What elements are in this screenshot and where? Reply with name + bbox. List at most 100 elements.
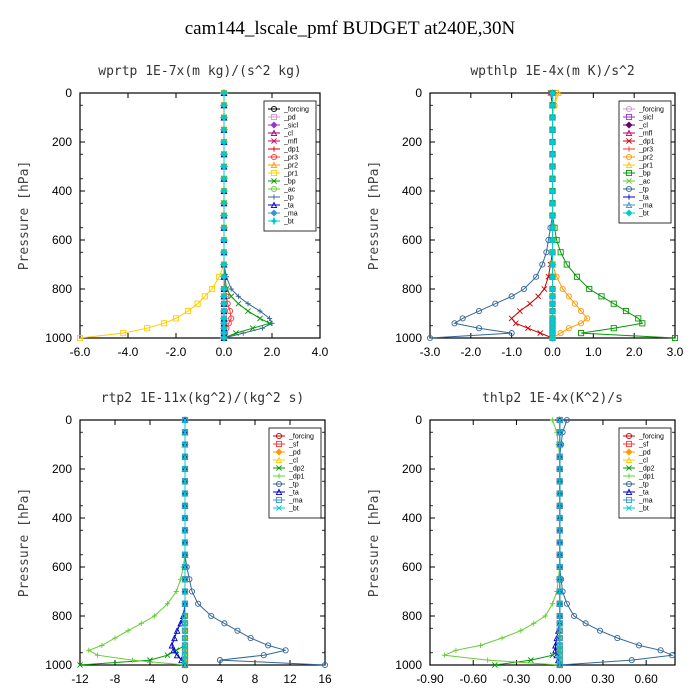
legend-label: _pd — [288, 450, 301, 457]
legend-label: _bt — [288, 506, 299, 513]
data-point — [182, 453, 188, 460]
data-point — [257, 315, 263, 322]
x-tick-label: -3.0 — [420, 345, 441, 359]
x-tick-label: 4.0 — [312, 345, 329, 359]
data-point — [184, 308, 192, 315]
data-point — [164, 601, 171, 607]
legend: _forcing_pd_sicl_cl_mfl_dp1_pr3_pr2_pr1_… — [263, 100, 317, 232]
legend-label: _tp — [638, 482, 649, 489]
data-point — [245, 308, 251, 314]
legend-label: _ac — [283, 187, 296, 194]
x-tick-label: 0.60 — [634, 672, 658, 686]
y-tick-label: 400 — [52, 511, 72, 525]
legend-label: _pr3 — [283, 155, 298, 162]
data-point — [582, 620, 589, 627]
data-point — [219, 113, 229, 122]
legend-marker — [625, 209, 633, 217]
data-point — [282, 647, 289, 654]
x-tick-label: 0.0 — [216, 345, 233, 359]
data-point — [219, 125, 229, 135]
data-point — [610, 325, 617, 332]
series-dp1 — [508, 90, 556, 341]
data-point — [548, 260, 557, 269]
data-point — [548, 211, 557, 220]
data-point — [182, 652, 188, 659]
data-point — [182, 490, 188, 497]
data-point — [537, 330, 544, 337]
data-point — [559, 285, 566, 293]
data-point — [76, 334, 84, 342]
data-point — [549, 417, 556, 423]
data-point — [556, 652, 563, 659]
legend-label: _pr1 — [283, 171, 298, 178]
legend-label: _bt — [638, 211, 649, 218]
data-point — [571, 300, 579, 307]
series-dp1 — [441, 417, 563, 668]
data-point — [556, 515, 563, 521]
data-point — [555, 89, 562, 97]
x-tick-label: -0.60 — [460, 672, 488, 686]
x-tick-label: 12 — [283, 672, 297, 686]
legend-label: _sicl — [283, 123, 298, 130]
panel-2: wpthlp 1E-4x(m K)/s^2 Pressure [hPa] 0 200 4… — [367, 64, 684, 359]
panel-title: wprtp 1E-7x(m kg)/(s^2 kg) — [98, 64, 302, 79]
legend-label: _cl — [283, 131, 293, 138]
legend-label: _dp1 — [283, 147, 300, 154]
series-bt — [219, 88, 229, 343]
x-tick-label: 3.0 — [667, 345, 684, 359]
data-point — [563, 261, 570, 268]
data-point — [216, 657, 224, 664]
legend-label: _pr1 — [638, 163, 653, 170]
data-point — [219, 100, 229, 110]
data-point — [571, 612, 578, 620]
data-point — [508, 315, 515, 322]
panel-title: thlp2 1E-4x(K^2)/s — [482, 391, 623, 406]
legend-marker — [625, 129, 633, 137]
data-point — [548, 199, 557, 207]
data-point — [535, 293, 542, 300]
data-point — [556, 417, 563, 423]
y-tick-label: 200 — [52, 462, 72, 476]
data-point — [499, 635, 505, 641]
data-point — [219, 211, 229, 220]
series-line — [87, 420, 186, 666]
data-point — [219, 247, 229, 257]
data-point — [525, 325, 531, 332]
data-point — [129, 657, 136, 663]
data-point — [125, 628, 131, 634]
data-point — [548, 89, 557, 97]
data-point — [269, 320, 275, 326]
y-tick-label: 400 — [52, 184, 72, 198]
y-tick-label: 0 — [65, 86, 72, 100]
data-point — [578, 330, 585, 337]
x-tick-label: -6.0 — [70, 345, 91, 359]
data-point — [475, 307, 483, 315]
data-point — [477, 642, 484, 648]
data-point — [508, 293, 515, 300]
data-point — [628, 657, 635, 664]
data-point — [151, 613, 157, 619]
series-bt — [556, 417, 563, 668]
data-point — [527, 657, 534, 664]
legend-marker — [625, 440, 633, 448]
data-point — [219, 162, 229, 171]
data-point — [556, 551, 563, 558]
x-tick-label: 0.00 — [548, 672, 572, 686]
legend-label: _cl — [288, 458, 298, 465]
data-point — [257, 308, 263, 314]
data-point — [182, 662, 188, 668]
legend-marker — [625, 105, 633, 113]
data-point — [635, 315, 642, 322]
data-point — [168, 641, 176, 649]
data-point — [259, 325, 265, 331]
data-point — [173, 627, 181, 634]
panel-4: thlp2 1E-4x(K^2)/s Pressure [hPa] 0 200 400 6… — [367, 391, 676, 686]
legend-marker — [625, 480, 633, 488]
y-tick-label: 0 — [415, 413, 422, 427]
data-point — [563, 416, 570, 424]
data-point — [426, 334, 434, 342]
data-point — [492, 300, 499, 307]
series-line — [494, 420, 561, 666]
data-point — [208, 285, 216, 293]
legend-label: _ma — [638, 498, 653, 505]
